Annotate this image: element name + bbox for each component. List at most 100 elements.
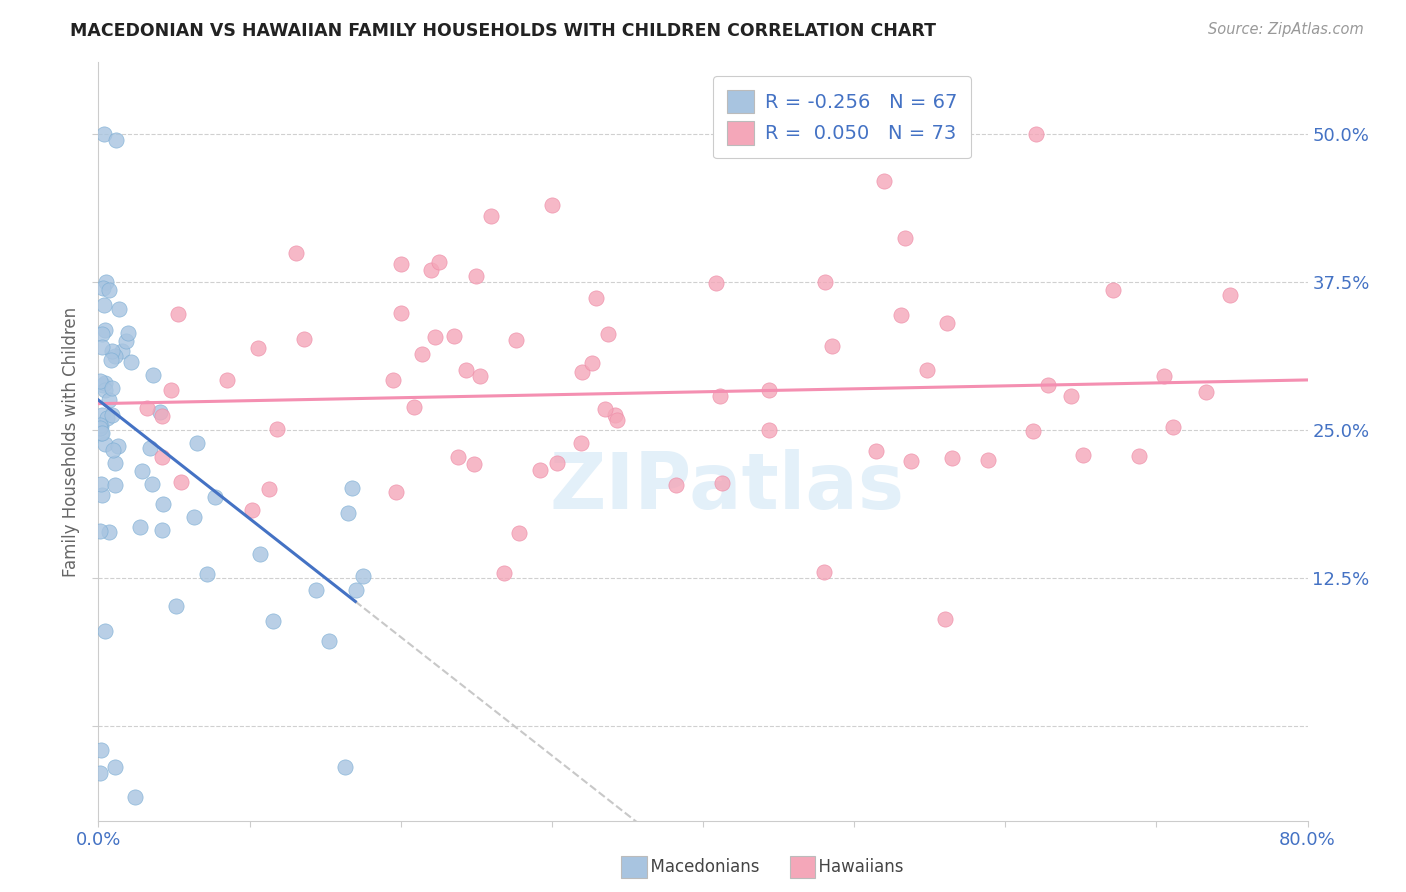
Point: [709, 389, 731, 403]
Point: [1128, 450, 1150, 464]
Point: [94, 323, 117, 337]
Point: [814, 275, 837, 289]
Point: [443, 329, 465, 343]
Point: [977, 453, 1000, 467]
Point: [569, 436, 592, 450]
Legend: R = -0.256   N = 67, R =  0.050   N = 73: R = -0.256 N = 67, R = 0.050 N = 73: [713, 76, 972, 159]
Point: [581, 356, 603, 370]
Point: [454, 363, 477, 377]
Point: [93, 437, 115, 451]
Point: [93, 376, 115, 390]
Point: [150, 450, 173, 465]
Point: [117, 326, 139, 341]
Point: [100, 408, 122, 422]
Point: [389, 257, 412, 271]
Point: [305, 583, 328, 598]
Point: [704, 277, 727, 291]
Point: [1161, 420, 1184, 434]
Point: [249, 547, 271, 561]
Point: [402, 400, 425, 414]
Point: [593, 402, 616, 417]
Point: [596, 326, 619, 341]
Point: [481, 210, 503, 224]
Point: [1060, 389, 1083, 403]
Point: [195, 566, 218, 581]
Point: [381, 373, 404, 387]
Text: Macedonians: Macedonians: [640, 858, 759, 876]
Point: [1219, 288, 1241, 302]
Point: [1102, 283, 1125, 297]
Point: [107, 439, 129, 453]
Y-axis label: Family Households with Children: Family Households with Children: [62, 307, 80, 576]
Point: [91, 377, 114, 392]
Point: [131, 464, 153, 478]
Point: [90, 742, 112, 756]
Point: [90, 418, 112, 433]
Point: [90, 340, 112, 354]
Point: [505, 333, 527, 347]
Point: [425, 329, 447, 343]
Point: [104, 350, 127, 364]
Point: [411, 347, 433, 361]
Point: [120, 355, 142, 369]
Point: [529, 462, 551, 476]
Point: [1036, 378, 1059, 392]
Point: [91, 425, 114, 440]
Point: [152, 497, 174, 511]
Point: [159, 384, 181, 398]
Point: [352, 569, 374, 583]
Point: [98, 525, 121, 540]
Point: [318, 634, 340, 648]
Point: [285, 245, 308, 260]
Point: [141, 476, 163, 491]
Point: [128, 520, 150, 534]
Point: [873, 174, 896, 188]
Point: [89, 766, 111, 780]
Point: [605, 413, 627, 427]
Point: [1195, 385, 1218, 400]
Point: [758, 383, 780, 397]
Point: [820, 339, 842, 353]
Point: [333, 760, 356, 774]
Point: [257, 482, 280, 496]
Point: [93, 298, 115, 312]
Point: [165, 599, 187, 613]
Point: [104, 760, 127, 774]
Point: [104, 477, 127, 491]
Point: [344, 582, 367, 597]
Point: [204, 490, 226, 504]
Point: [336, 506, 359, 520]
Point: [508, 526, 530, 541]
Point: [89, 524, 111, 538]
Point: [446, 450, 468, 465]
Point: [865, 444, 887, 458]
Point: [93, 127, 115, 141]
Point: [1021, 424, 1043, 438]
Point: [385, 485, 408, 500]
Text: Source: ZipAtlas.com: Source: ZipAtlas.com: [1208, 22, 1364, 37]
Point: [91, 488, 114, 502]
Point: [94, 624, 117, 639]
Point: [148, 405, 170, 419]
Point: [186, 436, 208, 450]
Text: ZIPatlas: ZIPatlas: [550, 449, 904, 525]
Point: [934, 612, 956, 626]
Point: [90, 426, 112, 441]
Point: [170, 475, 193, 489]
Point: [89, 417, 111, 432]
Point: [135, 401, 157, 416]
Point: [89, 421, 111, 435]
Point: [90, 477, 112, 491]
Point: [492, 566, 515, 580]
Point: [100, 352, 122, 367]
Point: [292, 332, 315, 346]
Point: [936, 316, 959, 330]
Point: [91, 280, 114, 294]
Point: [94, 383, 117, 397]
Point: [340, 481, 363, 495]
Point: [91, 327, 114, 342]
Point: [420, 262, 443, 277]
Point: [917, 363, 939, 377]
Point: [142, 368, 165, 383]
Point: [758, 423, 780, 437]
